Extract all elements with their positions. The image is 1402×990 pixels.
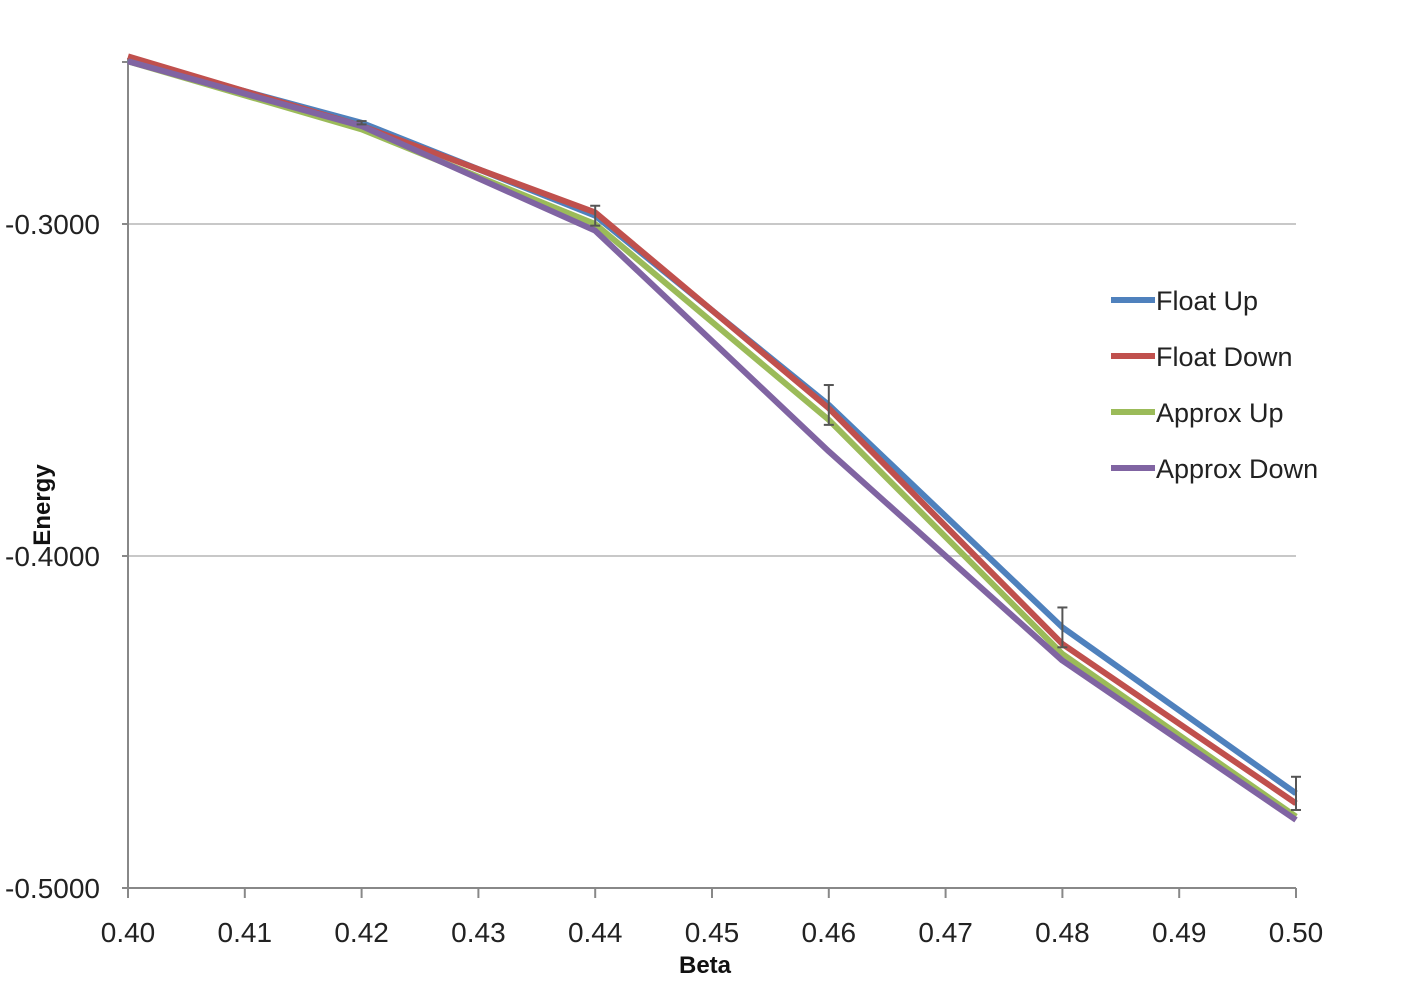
x-axis-title: Beta [679, 952, 732, 979]
legend-label: Approx Down [1156, 454, 1318, 484]
legend-entry: Approx Down [1111, 454, 1318, 484]
series-lines [127, 53, 1298, 823]
error-bars [356, 120, 1301, 811]
x-tick-label: 0.49 [1152, 917, 1207, 948]
legend-entry: Float Up [1111, 286, 1258, 316]
legend-entry: Float Down [1111, 342, 1293, 372]
y-tick-label: -0.5000 [5, 873, 100, 904]
series-line-approx-down [127, 58, 1298, 823]
x-tick-label: 0.45 [685, 917, 740, 948]
y-ticks: -0.3000 -0.4000 -0.5000 [5, 61, 128, 904]
x-tick-label: 0.43 [451, 917, 506, 948]
x-tick-label: 0.46 [802, 917, 857, 948]
x-tick-label: 0.44 [568, 917, 623, 948]
x-tick-label: 0.40 [101, 917, 156, 948]
y-tick-label: -0.3000 [5, 209, 100, 240]
legend: Float Up Float Down Approx Up Approx Down [1111, 286, 1318, 484]
gridlines [128, 223, 1296, 557]
x-tick-label: 0.42 [334, 917, 389, 948]
x-ticks: 0.40 0.41 0.42 0.43 0.44 0.45 0.46 0.47 0.48 0.49… [101, 888, 1324, 948]
axes [127, 58, 1296, 889]
x-tick-label: 0.47 [918, 917, 973, 948]
x-tick-label: 0.50 [1269, 917, 1324, 948]
legend-entry: Approx Up [1111, 398, 1284, 428]
y-axis-title: Energy [29, 464, 56, 546]
x-tick-label: 0.48 [1035, 917, 1090, 948]
x-tick-label: 0.41 [218, 917, 273, 948]
y-tick-label: -0.4000 [5, 541, 100, 572]
legend-label: Approx Up [1156, 398, 1284, 428]
legend-label: Float Up [1156, 286, 1258, 316]
legend-label: Float Down [1156, 342, 1293, 372]
